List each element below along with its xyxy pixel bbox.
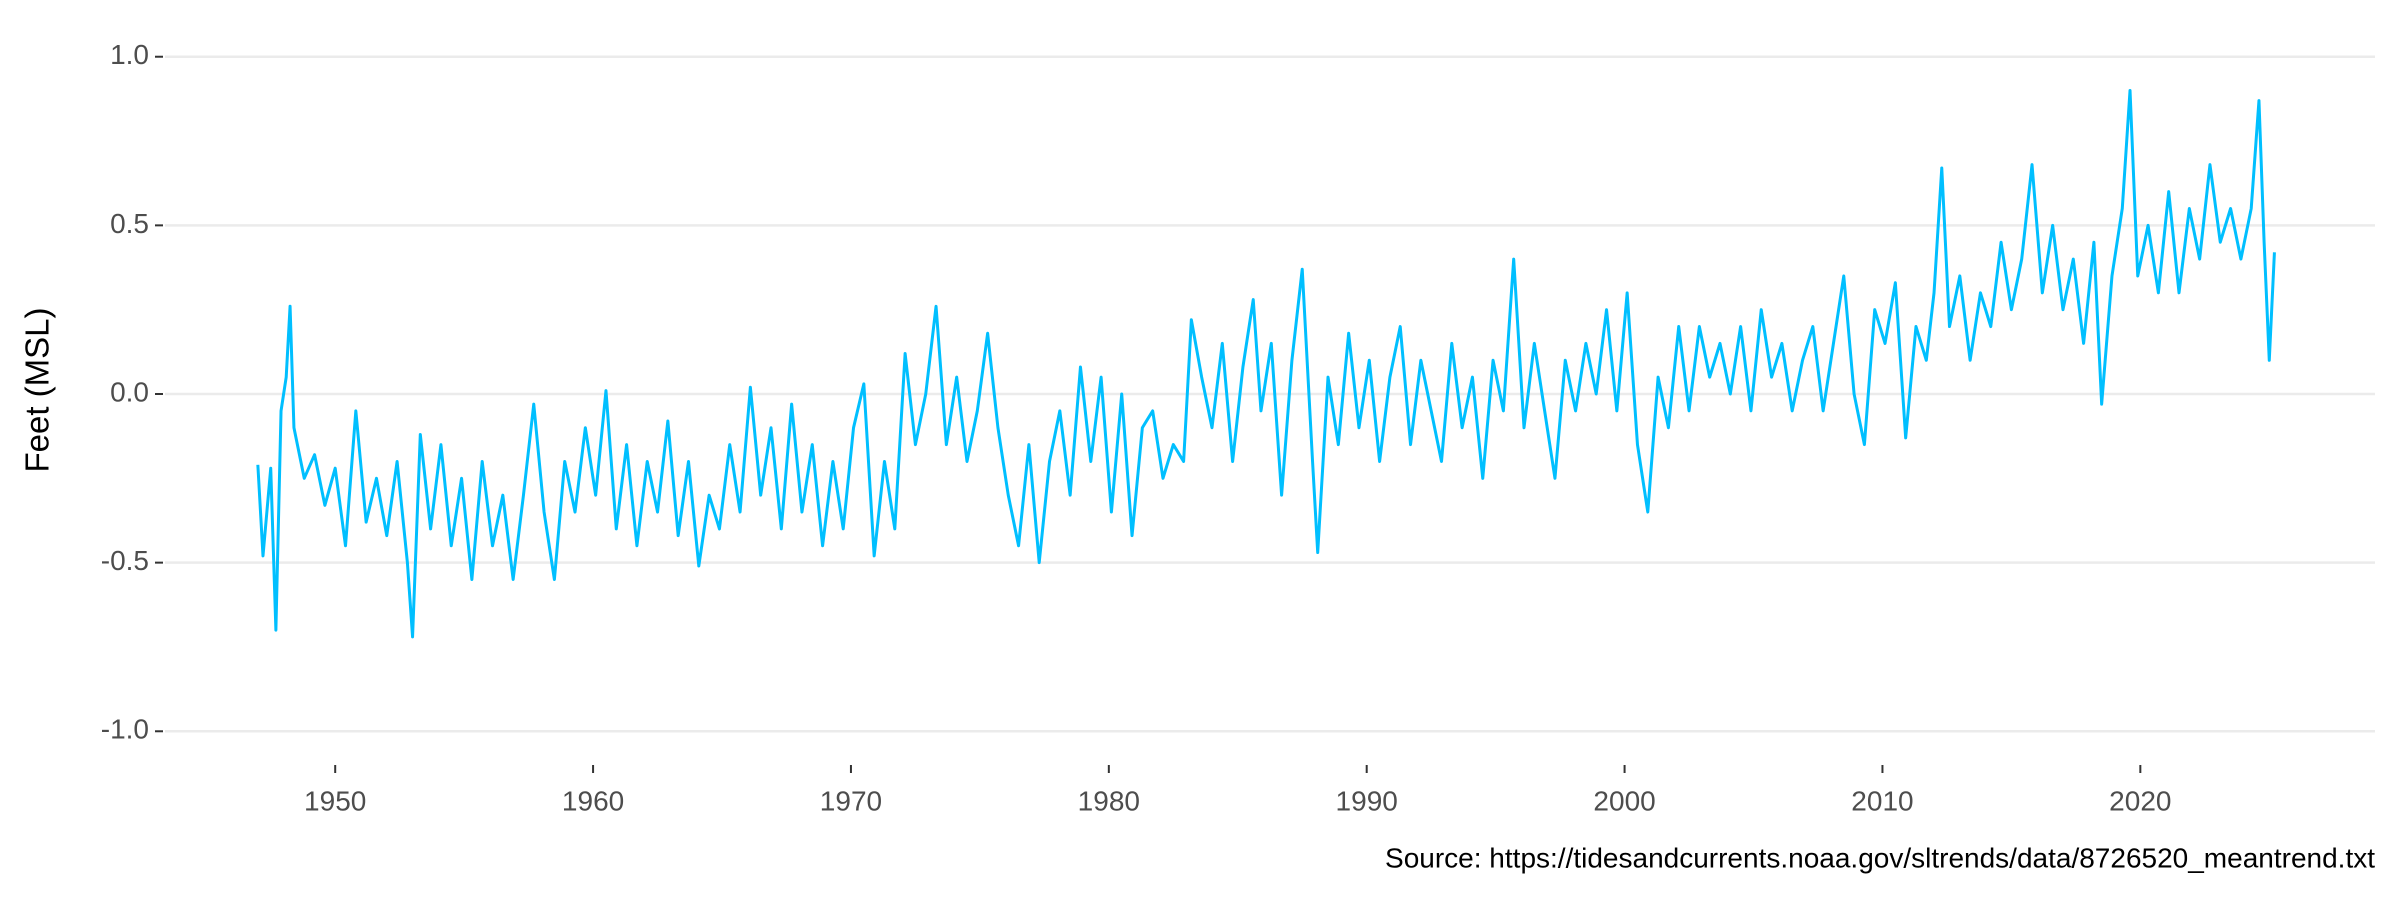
x-tick-label: 1990 [1336, 785, 1398, 816]
x-tick-label: 1970 [820, 785, 882, 816]
y-tick-label: 1.0 [110, 39, 149, 70]
x-tick-label: 2010 [1851, 785, 1913, 816]
y-tick-label: 0.5 [110, 208, 149, 239]
caption: Source: https://tidesandcurrents.noaa.go… [1385, 842, 2375, 873]
x-tick-label: 1950 [304, 785, 366, 816]
x-tick-label: 1960 [562, 785, 624, 816]
x-tick-label: 2000 [1593, 785, 1655, 816]
x-tick-label: 1980 [1078, 785, 1140, 816]
y-tick-label: -1.0 [101, 714, 149, 745]
x-tick-label: 2020 [2109, 785, 2171, 816]
y-axis-title: Feet (MSL) [19, 307, 56, 472]
y-tick-label: 0.0 [110, 376, 149, 407]
y-tick-label: -0.5 [101, 545, 149, 576]
series-line [256, 88, 2276, 639]
